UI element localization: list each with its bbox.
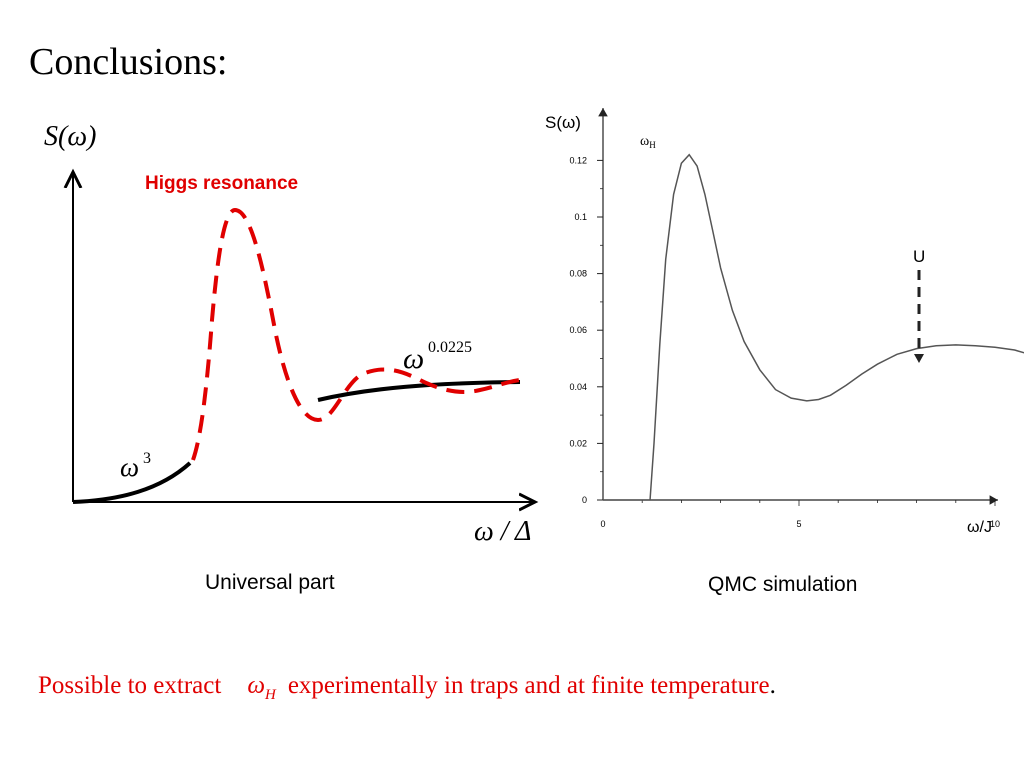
qmc-ytick-label: 0.06 (569, 325, 587, 335)
qmc-xtick-label: 5 (796, 519, 801, 529)
qmc-y-label: S(ω) (545, 113, 581, 132)
qmc-peak-label: ωH (640, 134, 656, 150)
qmc-simulation-caption: QMC simulation (708, 573, 858, 596)
qmc-ytick-label: 0.1 (574, 212, 587, 222)
qmc-ytick-label: 0.08 (569, 269, 587, 279)
left-diagram: S(ω) ω / Δ Higgs resonance ω 3 ω 0.0225 (44, 121, 535, 547)
omega-cubed-label: ω (120, 452, 139, 482)
qmc-chart: 00.020.040.060.080.10.12 051015 S(ω) ω/J… (545, 108, 1024, 536)
omega-h-symbol: ωH (247, 672, 276, 703)
left-x-label: ω / Δ (474, 516, 531, 547)
qmc-xtick-label: 10 (990, 519, 1000, 529)
conclusion-text-start: Possible to extract (38, 672, 222, 699)
qmc-x-label: ω/J (967, 519, 992, 536)
high-frequency-curve (317, 380, 521, 402)
omega-cubed-exponent: 3 (143, 450, 151, 467)
qmc-xtick-label: 0 (600, 519, 605, 529)
low-frequency-curve (72, 461, 192, 504)
slide-title: Conclusions: (29, 41, 228, 83)
higgs-resonance-label: Higgs resonance (145, 173, 298, 194)
conclusion-statement: Possible to extract ωH experimentally in t… (38, 672, 776, 704)
qmc-ytick-label: 0.04 (569, 382, 587, 392)
qmc-ytick-label: 0.02 (569, 438, 587, 448)
u-arrow-label: U (913, 247, 925, 266)
qmc-ytick-label: 0.12 (569, 155, 587, 165)
qmc-ytick-label: 0 (582, 495, 587, 505)
qmc-series-line (603, 153, 1024, 501)
conclusion-text-end: experimentally in traps and at finite te… (287, 672, 770, 699)
higgs-resonance-curve (191, 207, 521, 461)
conclusion-period: . (769, 672, 776, 699)
omega-power-label: ω (403, 342, 424, 375)
universal-part-caption: Universal part (205, 571, 335, 594)
left-y-label: S(ω) (44, 121, 96, 152)
u-arrowhead-icon (914, 354, 924, 363)
omega-power-exponent: 0.0225 (428, 339, 472, 356)
